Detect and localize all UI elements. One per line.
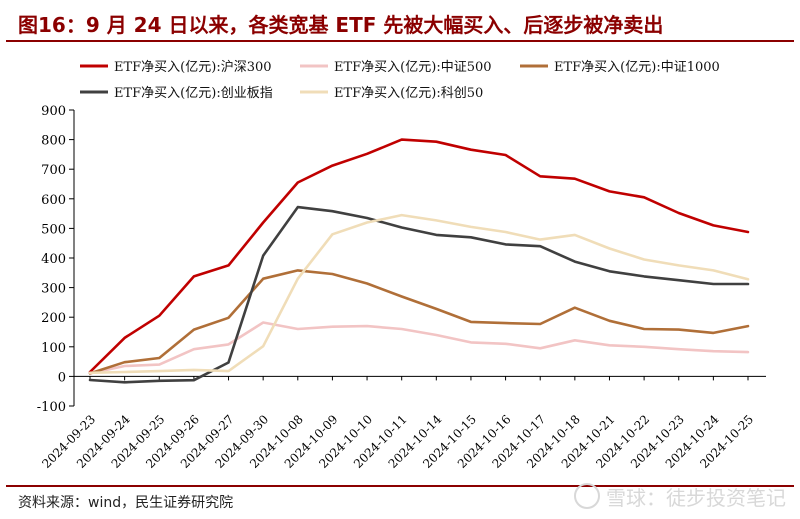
watermark-text: 雪球：徒步投资笔记 xyxy=(606,486,786,510)
y-tick-label: 300 xyxy=(41,282,66,297)
y-tick-label: 700 xyxy=(41,163,66,178)
y-tick-label: 400 xyxy=(41,252,66,267)
series-line xyxy=(88,269,750,375)
y-tick-label: -100 xyxy=(37,400,66,415)
watermark: 雪球：徒步投资笔记 xyxy=(574,482,786,511)
title-bar: 图16：9 月 24 日以来，各类宽基 ETF 先被大幅买入、后逐步被净卖出 xyxy=(6,4,794,42)
series-line xyxy=(88,213,750,375)
series-line xyxy=(88,205,750,384)
y-tick-label: 800 xyxy=(41,134,66,149)
y-tick-label: 500 xyxy=(41,222,66,237)
y-tick-label: 100 xyxy=(41,341,66,356)
footer-divider xyxy=(6,485,794,487)
legend-label: ETF净买入(亿元):中证500 xyxy=(334,60,492,75)
legend-label: ETF净买入(亿元):创业板指 xyxy=(114,86,273,101)
legend-label: ETF净买入(亿元):中证1000 xyxy=(554,60,720,75)
y-tick-label: 0 xyxy=(58,370,66,385)
series-line xyxy=(88,321,750,375)
source-note: 资料来源：wind，民生证券研究院 xyxy=(18,495,234,511)
line-chart: ETF净买入(亿元):沪深300 ETF净买入(亿元):中证500 ETF净买入(亿… xyxy=(37,59,766,471)
snowball-logo-icon xyxy=(574,483,600,509)
y-tick-label: 200 xyxy=(41,311,66,326)
y-tick-label: 900 xyxy=(41,104,66,119)
y-tick-label: 600 xyxy=(41,193,66,208)
series-line xyxy=(88,138,750,374)
legend-label: ETF净买入(亿元):科创50 xyxy=(334,86,483,101)
page-title: 图16：9 月 24 日以来，各类宽基 ETF 先被大幅买入、后逐步被净卖出 xyxy=(18,13,664,37)
legend-label: ETF净买入(亿元):沪深300 xyxy=(114,59,272,75)
